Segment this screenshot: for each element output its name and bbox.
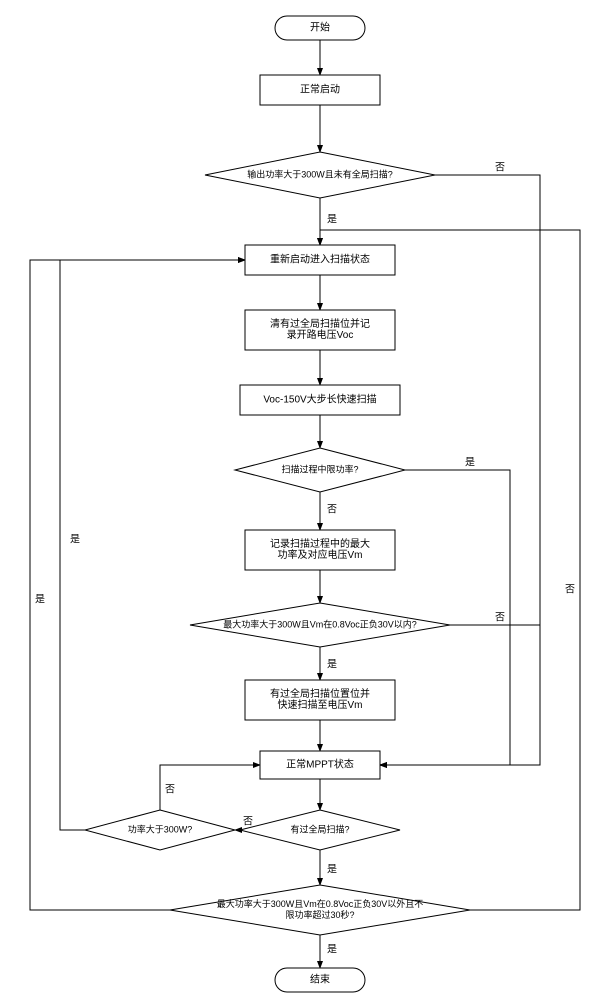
node-d6: 最大功率大于300W且Vm在0.8Voc正负30V以外且不限功率超过30秒?	[170, 885, 470, 935]
svg-text:有过全局扫描?: 有过全局扫描?	[290, 823, 349, 834]
svg-text:有过全局扫描位置位并: 有过全局扫描位置位并	[270, 687, 370, 700]
svg-text:正常MPPT状态: 正常MPPT状态	[286, 758, 354, 771]
svg-text:重新启动进入扫描状态: 重新启动进入扫描状态	[270, 253, 370, 266]
node-end: 结束	[275, 968, 365, 992]
edge-label-17: 是	[70, 534, 80, 546]
svg-text:功率大于300W?: 功率大于300W?	[128, 823, 193, 834]
svg-text:正常启动: 正常启动	[300, 83, 340, 96]
svg-text:结束: 结束	[310, 973, 330, 986]
node-d1: 输出功率大于300W且未有全局扫描?	[205, 152, 435, 198]
node-d3: 最大功率大于300W且Vm在0.8Voc正负30V以内?	[190, 603, 450, 647]
edge-16	[160, 765, 260, 810]
svg-text:开始: 开始	[310, 21, 330, 34]
edge-label-11: 否	[495, 612, 505, 624]
edge-label-10: 是	[327, 659, 337, 671]
svg-text:限功率超过30秒?: 限功率超过30秒?	[285, 909, 354, 920]
svg-text:最大功率大于300W且Vm在0.8Voc正负30V以外且不: 最大功率大于300W且Vm在0.8Voc正负30V以外且不	[217, 898, 424, 909]
edge-label-16: 否	[165, 784, 175, 796]
svg-text:功率及对应电压Vm: 功率及对应电压Vm	[278, 548, 363, 561]
edge-label-7: 否	[327, 504, 337, 516]
edge-label-14: 否	[243, 816, 253, 828]
svg-text:扫描过程中限功率?: 扫描过程中限功率?	[281, 463, 358, 474]
svg-text:输出功率大于300W且未有全局扫描?: 输出功率大于300W且未有全局扫描?	[247, 168, 393, 179]
node-d2: 扫描过程中限功率?	[235, 448, 405, 492]
node-start: 开始	[275, 16, 365, 40]
flowchart-svg: 开始正常启动输出功率大于300W且未有全局扫描?重新启动进入扫描状态清有过全局扫…	[0, 0, 606, 1000]
edge-label-2: 是	[327, 214, 337, 226]
node-d5: 功率大于300W?	[85, 810, 235, 850]
node-n7: 正常MPPT状态	[260, 751, 380, 779]
node-d4: 有过全局扫描?	[240, 810, 400, 850]
edge-11	[380, 625, 540, 765]
edge-17	[60, 260, 245, 830]
svg-text:录开路电压Voc: 录开路电压Voc	[287, 328, 354, 341]
node-n5: 记录扫描过程中的最大功率及对应电压Vm	[245, 530, 395, 570]
node-n2: 重新启动进入扫描状态	[245, 245, 395, 275]
svg-text:记录扫描过程中的最大: 记录扫描过程中的最大	[270, 537, 370, 550]
edge-label-15: 是	[327, 864, 337, 876]
svg-text:最大功率大于300W且Vm在0.8Voc正负30V以内?: 最大功率大于300W且Vm在0.8Voc正负30V以内?	[223, 618, 417, 629]
node-n1: 正常启动	[260, 75, 380, 105]
edge-label-18: 是	[327, 944, 337, 956]
svg-text:Voc-150V大步长快速扫描: Voc-150V大步长快速扫描	[263, 393, 376, 406]
svg-text:清有过全局扫描位并记: 清有过全局扫描位并记	[270, 317, 370, 330]
edge-label-19: 否	[565, 584, 575, 596]
edge-20	[30, 260, 245, 910]
node-n4: Voc-150V大步长快速扫描	[240, 385, 400, 415]
edge-label-3: 否	[495, 162, 505, 174]
edge-label-20: 是	[35, 594, 45, 606]
edge-label-8: 是	[465, 457, 475, 469]
node-n3: 清有过全局扫描位并记录开路电压Voc	[245, 310, 395, 350]
node-n6: 有过全局扫描位置位并快速扫描至电压Vm	[245, 680, 395, 720]
svg-text:快速扫描至电压Vm: 快速扫描至电压Vm	[278, 698, 363, 711]
nodes-layer: 开始正常启动输出功率大于300W且未有全局扫描?重新启动进入扫描状态清有过全局扫…	[85, 16, 470, 992]
